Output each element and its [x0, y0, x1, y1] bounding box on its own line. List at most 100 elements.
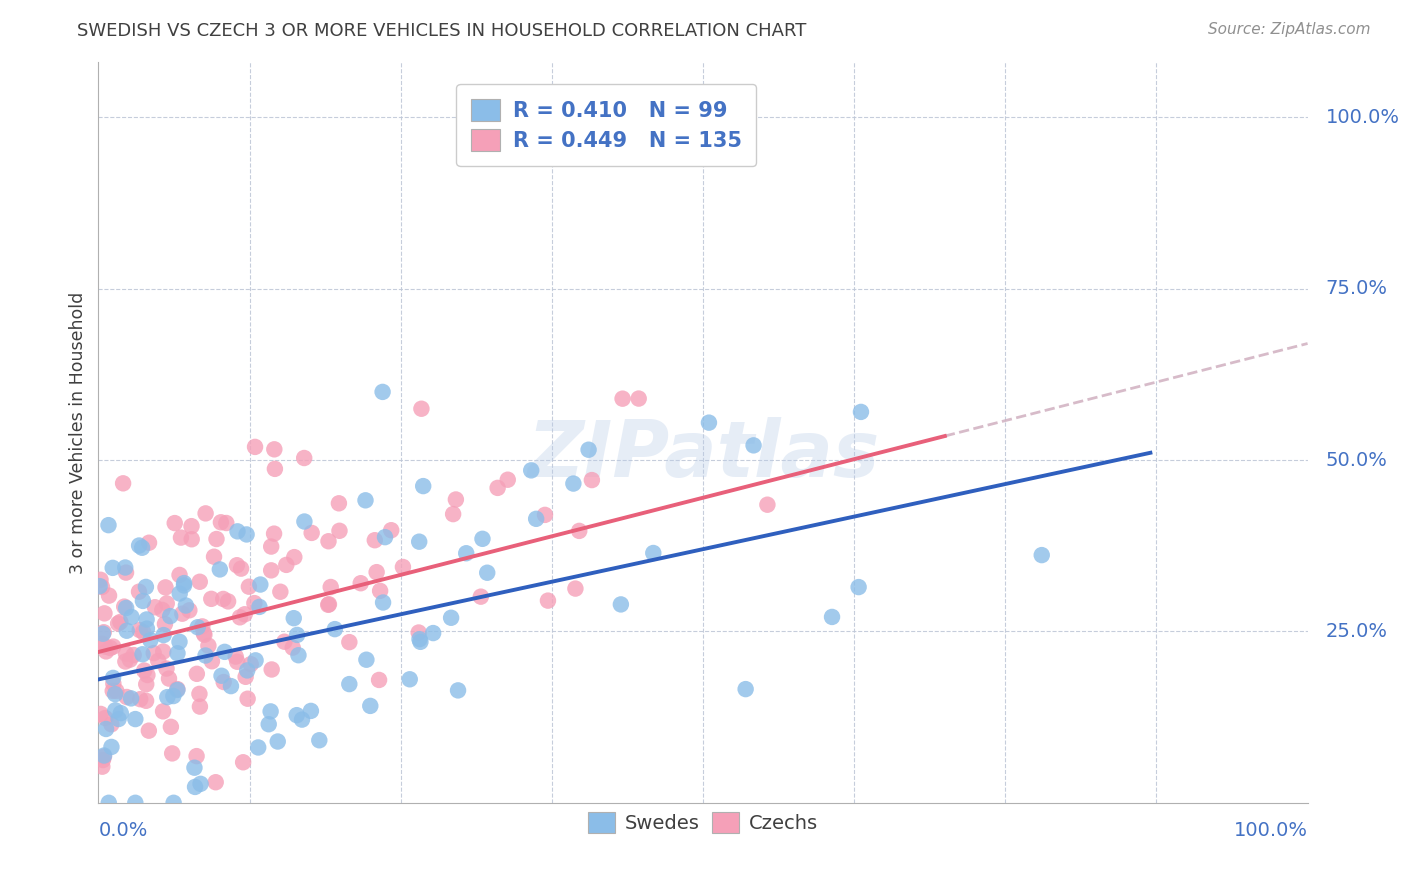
Czechs: [292, 450, 315, 465]
Swedes: [285, 708, 308, 723]
Swedes: [412, 479, 434, 493]
Czechs: [486, 481, 509, 495]
Czechs: [157, 672, 180, 686]
Czechs: [212, 675, 235, 690]
Czechs: [188, 574, 211, 589]
Swedes: [440, 611, 463, 625]
Swedes: [359, 698, 381, 713]
Swedes: [562, 476, 585, 491]
Swedes: [291, 713, 314, 727]
Swedes: [139, 633, 162, 648]
Swedes: [107, 712, 129, 726]
Swedes: [356, 653, 378, 667]
Czechs: [260, 540, 283, 554]
Swedes: [159, 609, 181, 624]
Czechs: [118, 653, 141, 667]
Czechs: [90, 706, 112, 721]
Swedes: [299, 704, 322, 718]
Swedes: [183, 761, 205, 775]
Czechs: [100, 717, 122, 731]
Swedes: [371, 595, 394, 609]
Swedes: [187, 620, 209, 634]
Czechs: [110, 615, 132, 629]
Swedes: [91, 626, 114, 640]
Czechs: [411, 401, 433, 416]
Czechs: [581, 473, 603, 487]
Text: Source: ZipAtlas.com: Source: ZipAtlas.com: [1208, 22, 1371, 37]
Czechs: [260, 663, 283, 677]
Swedes: [257, 717, 280, 731]
Czechs: [212, 591, 235, 606]
Czechs: [229, 561, 252, 575]
Czechs: [128, 623, 150, 637]
Swedes: [132, 594, 155, 608]
Swedes: [166, 646, 188, 660]
Swedes: [104, 687, 127, 701]
Swedes: [287, 648, 309, 663]
Czechs: [135, 677, 157, 691]
Czechs: [101, 683, 124, 698]
Text: 75.0%: 75.0%: [1326, 279, 1388, 298]
Text: 100.0%: 100.0%: [1233, 822, 1308, 840]
Swedes: [211, 669, 233, 683]
Swedes: [174, 599, 197, 613]
Czechs: [93, 607, 115, 621]
Swedes: [120, 691, 142, 706]
Swedes: [447, 683, 470, 698]
Czechs: [91, 580, 114, 594]
Swedes: [226, 524, 249, 539]
Swedes: [578, 442, 600, 457]
Czechs: [283, 550, 305, 565]
Czechs: [193, 626, 215, 640]
Czechs: [122, 648, 145, 662]
Czechs: [166, 682, 188, 697]
Swedes: [409, 635, 432, 649]
Czechs: [239, 657, 262, 672]
Czechs: [392, 560, 415, 574]
Czechs: [163, 516, 186, 530]
Czechs: [260, 563, 283, 577]
Swedes: [1031, 548, 1053, 562]
Swedes: [236, 664, 259, 678]
Czechs: [226, 558, 249, 573]
Swedes: [128, 539, 150, 553]
Czechs: [194, 507, 217, 521]
Swedes: [285, 628, 308, 642]
Czechs: [180, 533, 202, 547]
Czechs: [568, 524, 591, 538]
Czechs: [186, 749, 208, 764]
Czechs: [180, 519, 202, 533]
Czechs: [114, 655, 136, 669]
Swedes: [121, 610, 143, 624]
Swedes: [610, 598, 633, 612]
Swedes: [208, 562, 231, 576]
Czechs: [470, 590, 492, 604]
Czechs: [153, 617, 176, 632]
Czechs: [94, 711, 117, 725]
Czechs: [103, 676, 125, 690]
Czechs: [112, 599, 135, 614]
Czechs: [235, 670, 257, 684]
Czechs: [94, 640, 117, 654]
Czechs: [444, 492, 467, 507]
Text: 25.0%: 25.0%: [1326, 622, 1388, 641]
Swedes: [152, 628, 174, 642]
Text: ZIPatlas: ZIPatlas: [527, 417, 879, 493]
Czechs: [128, 584, 150, 599]
Swedes: [408, 632, 430, 647]
Swedes: [101, 561, 124, 575]
Swedes: [848, 580, 870, 594]
Czechs: [156, 596, 179, 610]
Swedes: [194, 648, 217, 663]
Czechs: [534, 508, 557, 522]
Swedes: [408, 534, 430, 549]
Text: 0.0%: 0.0%: [98, 822, 148, 840]
Czechs: [129, 692, 152, 706]
Czechs: [143, 600, 166, 615]
Swedes: [184, 780, 207, 794]
Czechs: [408, 625, 430, 640]
Czechs: [496, 473, 519, 487]
Swedes: [374, 530, 396, 544]
Swedes: [643, 546, 665, 560]
Czechs: [91, 753, 114, 767]
